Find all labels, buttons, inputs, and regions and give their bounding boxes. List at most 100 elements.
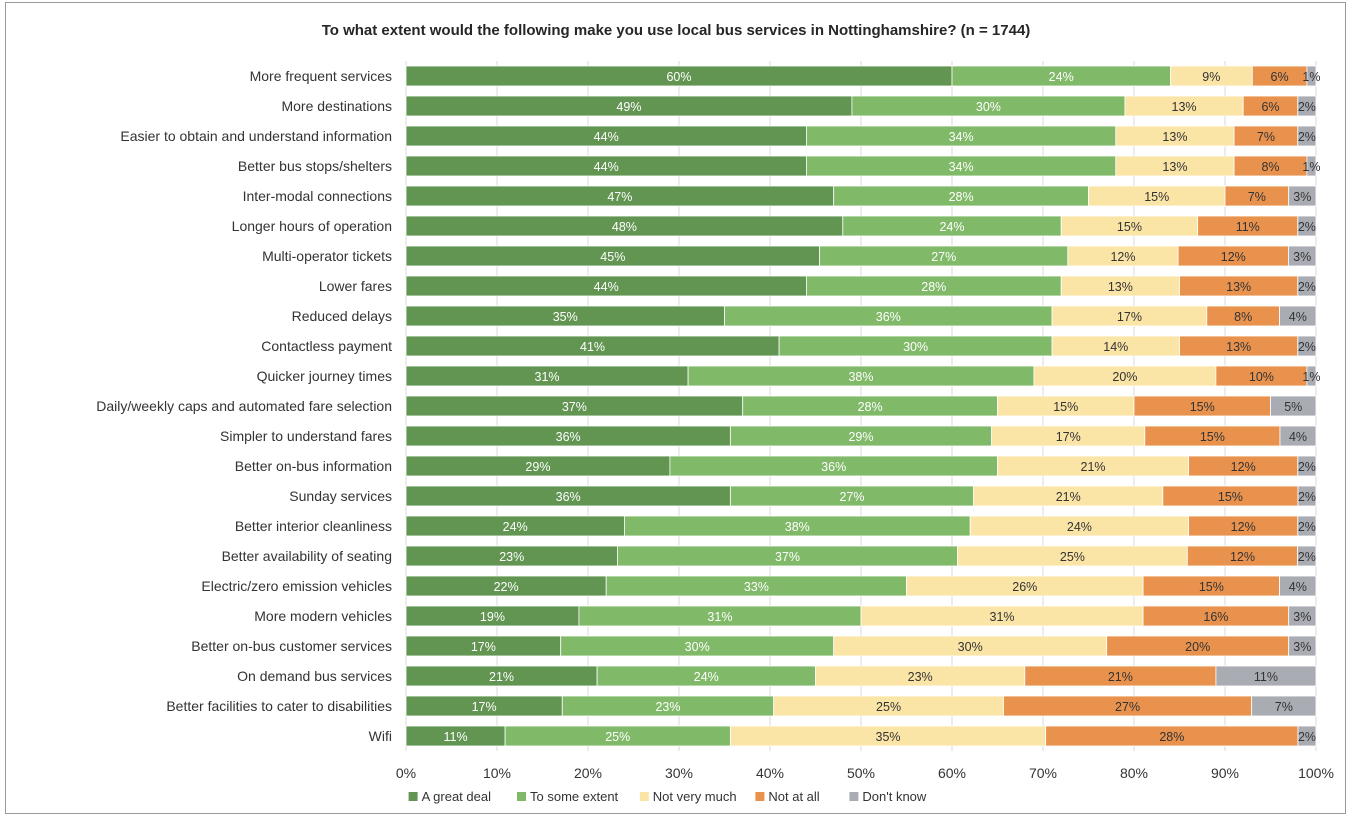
x-tick-label: 0% [396,765,416,781]
data-label: 28% [949,190,974,204]
category-label: Longer hours of operation [232,218,392,234]
data-label: 23% [499,550,524,564]
data-label: 27% [931,250,956,264]
data-label: 48% [612,220,637,234]
data-label: 49% [616,100,641,114]
bar-segment [1288,185,1317,207]
data-label: 4% [1289,310,1307,324]
data-label: 29% [848,430,873,444]
bar-segment [1270,395,1317,417]
data-label: 14% [1103,340,1128,354]
bar-segment [1306,65,1317,87]
data-label: 15% [1190,400,1215,414]
data-label: 2% [1298,220,1316,234]
category-label: On demand bus services [237,668,392,684]
data-label: 13% [1226,340,1251,354]
data-label: 19% [480,610,505,624]
category-label: Sunday services [289,488,392,504]
x-tick-label: 40% [756,765,784,781]
bar-segment [1288,245,1317,267]
bar-segment [1297,545,1317,567]
data-label: 9% [1202,70,1220,84]
data-label: 36% [556,430,581,444]
bar-segment [1297,125,1317,147]
data-label: 13% [1226,280,1251,294]
data-label: 24% [1049,70,1074,84]
data-label: 30% [976,100,1001,114]
data-label: 8% [1261,160,1279,174]
data-label: 2% [1298,100,1316,114]
category-label: Contactless payment [261,338,392,354]
legend-swatch [408,792,418,801]
legend-label: A great deal [422,789,491,804]
data-label: 28% [921,280,946,294]
data-label: 13% [1108,280,1133,294]
x-tick-label: 20% [574,765,602,781]
data-label: 24% [1067,520,1092,534]
x-tick-label: 30% [665,765,693,781]
bar-segment [1297,275,1317,297]
data-label: 20% [1185,640,1210,654]
data-label: 15% [1117,220,1142,234]
legend-label: Not very much [653,789,737,804]
data-label: 5% [1284,400,1302,414]
data-label: 2% [1298,280,1316,294]
data-label: 13% [1162,130,1187,144]
legend-label: Don't know [862,789,927,804]
category-label: Daily/weekly caps and automated fare sel… [96,398,392,414]
data-label: 13% [1162,160,1187,174]
data-label: 3% [1293,640,1311,654]
data-label: 60% [666,70,691,84]
data-label: 6% [1271,70,1289,84]
data-label: 27% [839,490,864,504]
legend-swatch [517,792,526,801]
data-label: 44% [594,160,619,174]
category-label: Better bus stops/shelters [238,158,392,174]
category-label: Better facilities to cater to disabiliti… [166,698,392,714]
legend-swatch [639,792,649,801]
data-label: 28% [858,400,883,414]
bar-segment [1279,575,1317,597]
x-tick-label: 10% [483,765,511,781]
data-label: 15% [1218,490,1243,504]
data-label: 31% [535,370,560,384]
data-label: 25% [876,700,901,714]
data-label: 35% [876,730,901,744]
data-label: 11% [1236,220,1260,234]
data-label: 7% [1257,130,1275,144]
legend: A great deal To some extent Not very much N… [408,789,927,804]
x-tick-label: 90% [1211,765,1239,781]
category-label: More frequent services [250,68,392,84]
bar-segment [1297,455,1317,477]
data-label: 3% [1293,250,1311,264]
data-label: 21% [1081,460,1106,474]
data-label: 4% [1289,580,1307,594]
data-label: 38% [848,370,873,384]
category-label: Multi-operator tickets [262,248,392,264]
x-tick-label: 60% [938,765,966,781]
data-label: 2% [1298,520,1316,534]
data-label: 11% [1254,670,1278,684]
data-label: 21% [1108,670,1133,684]
data-label: 2% [1298,460,1316,474]
data-label: 12% [1231,460,1256,474]
data-label: 36% [821,460,846,474]
bar-segment [1297,215,1317,237]
category-label: Reduced delays [292,308,392,324]
bar-segment [1297,485,1317,507]
bars: 60% 24% 9% 6% 1% 49% 30% 13% 6% 2% 44% 34% 13% 7% 2% 44… [405,65,1320,747]
category-label: Easier to obtain and understand informat… [120,128,392,144]
bar-segment [1279,305,1317,327]
data-label: 21% [489,670,514,684]
bar-segment [1251,695,1317,717]
bar-segment [1306,155,1317,177]
data-label: 1% [1302,370,1320,384]
data-label: 17% [471,640,496,654]
data-label: 21% [1056,490,1081,504]
x-tick-label: 100% [1298,765,1334,781]
bar-segment [1279,425,1317,447]
data-label: 15% [1053,400,1078,414]
bar-segment [1288,635,1317,657]
data-label: 23% [655,700,680,714]
